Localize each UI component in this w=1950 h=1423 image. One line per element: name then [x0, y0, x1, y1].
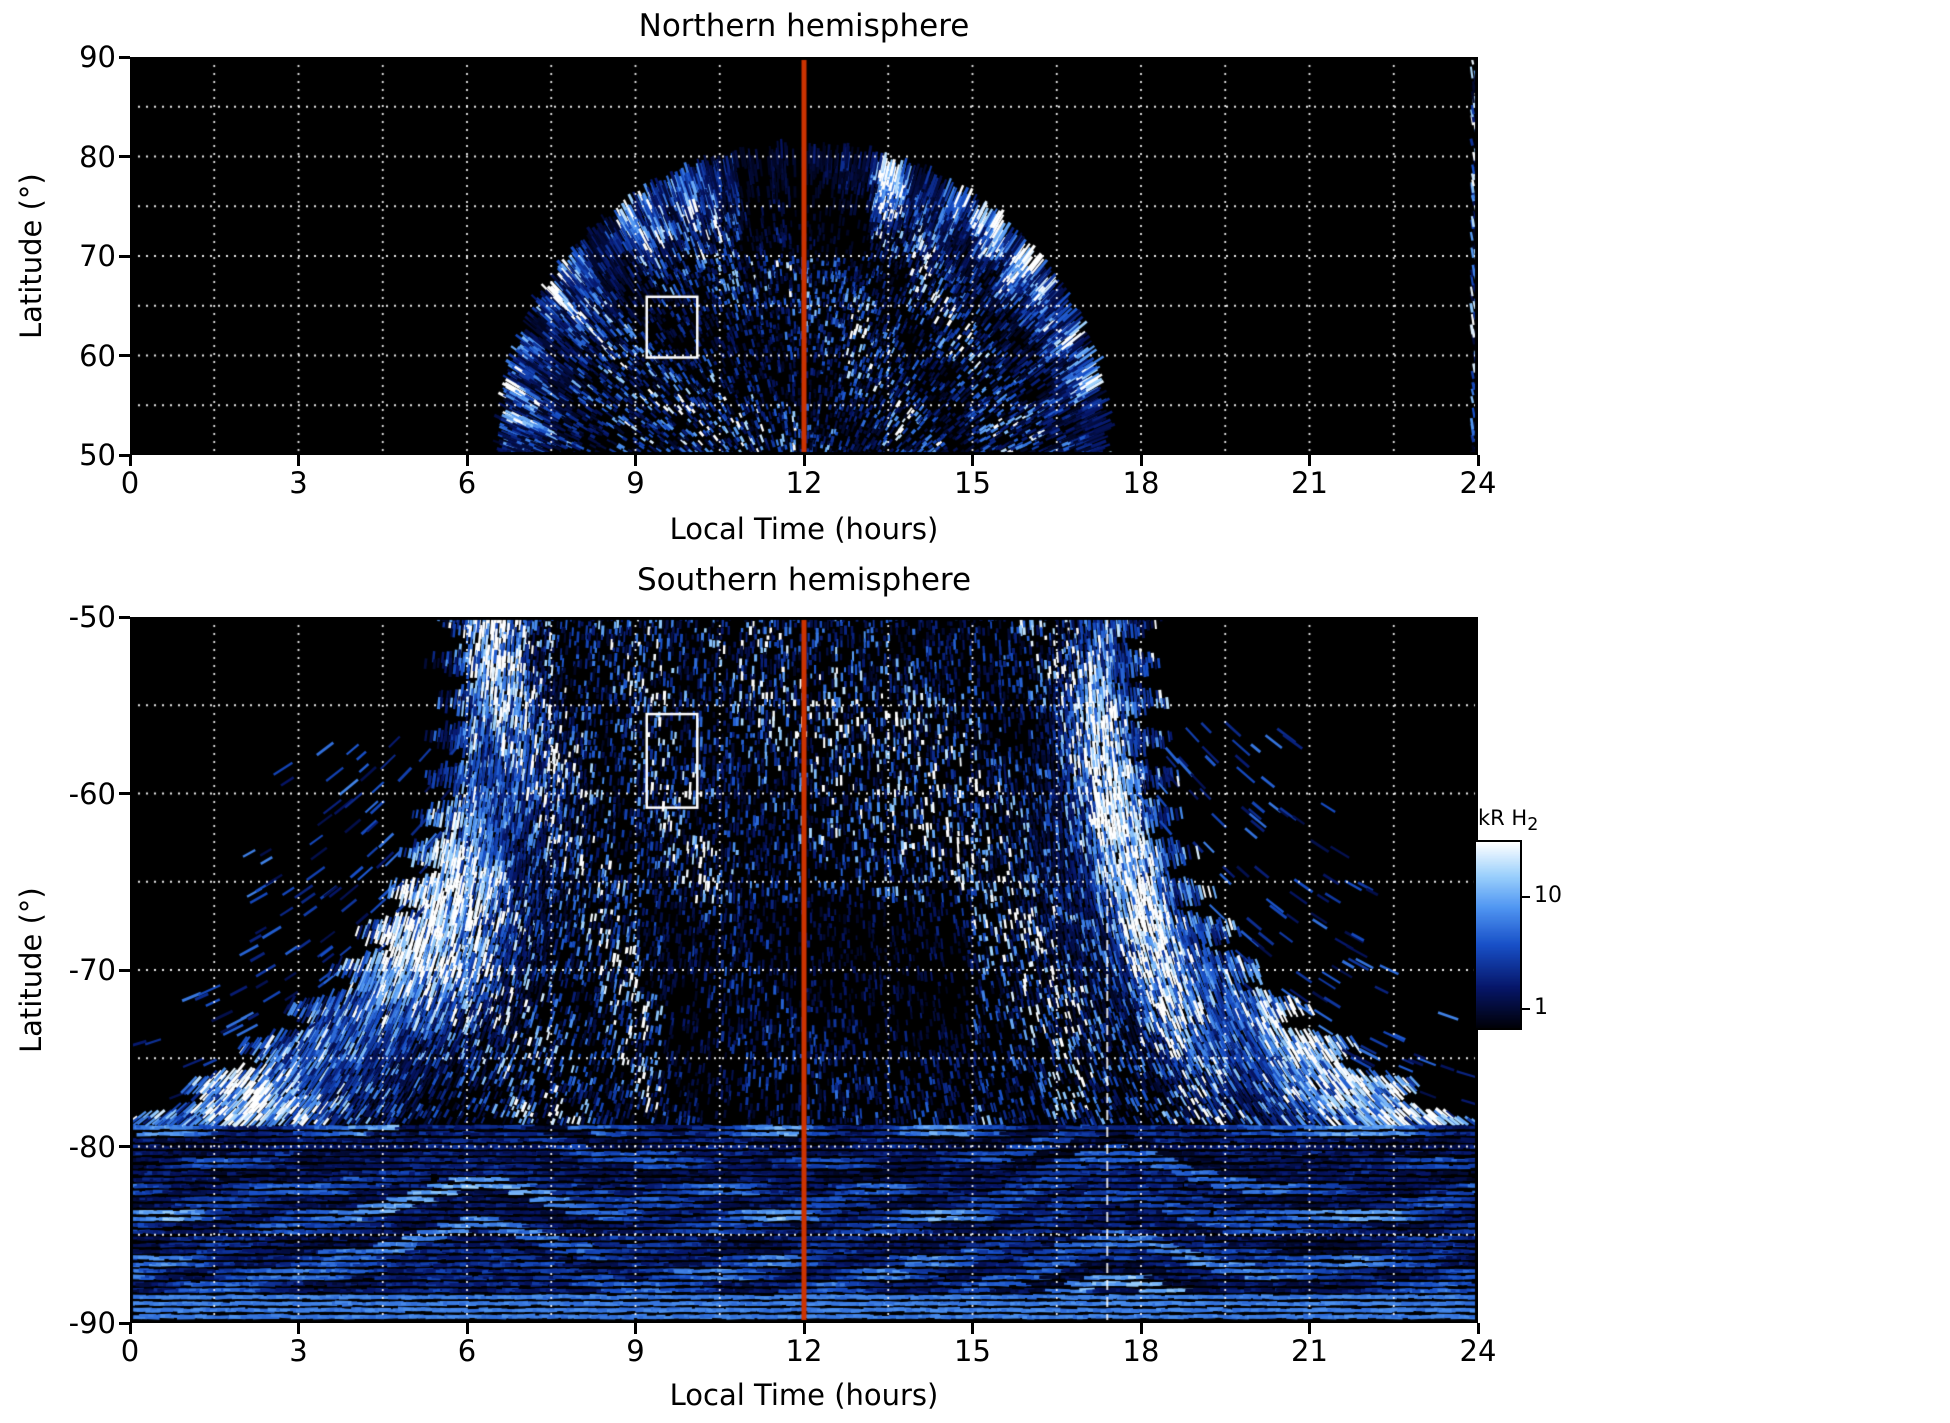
north-y-tick-label: 60 [79, 338, 116, 373]
south-x-tick [802, 1323, 806, 1334]
north-y-tick-label: 80 [79, 139, 116, 174]
colorbar-gradient [1476, 842, 1520, 1028]
north-x-tick-label: 15 [954, 466, 991, 500]
south-y-tick-label: -50 [68, 600, 116, 634]
south-x-tick-label: 18 [1122, 1334, 1160, 1368]
north-x-tick-label: 18 [1122, 466, 1160, 500]
south-y-tick [119, 615, 130, 619]
north-y-tick-label: 70 [79, 239, 116, 273]
north-x-tick [971, 455, 974, 466]
south-x-tick [297, 1323, 300, 1334]
colorbar-tick [1522, 1008, 1530, 1011]
north-y-tick [119, 55, 130, 59]
north-x-tick-label: 9 [626, 466, 645, 500]
south-y-tick-label: -80 [68, 1129, 116, 1164]
south-y-tick-label: -60 [68, 776, 116, 811]
north-x-tick-label: 3 [289, 466, 308, 500]
south-x-tick [465, 1323, 469, 1334]
north-x-tick [802, 455, 806, 466]
north-x-tick-label: 21 [1291, 466, 1328, 500]
north-x-tick [465, 455, 469, 466]
south-x-tick [128, 1323, 132, 1334]
north-heatmap-panel [130, 57, 1478, 455]
north-y-tick [119, 354, 130, 357]
north-x-tick [1308, 455, 1311, 466]
south-y-tick-label: -70 [68, 953, 116, 987]
north-x-tick [634, 455, 637, 466]
north-panel-title: Northern hemisphere [638, 8, 970, 44]
colorbar-title-main: kR H [1478, 806, 1528, 830]
south-x-tick-label: 9 [626, 1334, 645, 1368]
south-heatmap-canvas [130, 617, 1478, 1323]
north-heatmap-canvas [130, 57, 1478, 455]
south-x-tick-label: 21 [1291, 1334, 1328, 1368]
south-x-tick [1308, 1323, 1311, 1334]
north-x-axis-title: Local Time (hours) [669, 512, 939, 546]
north-x-tick [297, 455, 300, 466]
colorbar-tick [1522, 896, 1530, 898]
south-x-tick [1139, 1323, 1143, 1334]
colorbar-tick-label: 10 [1534, 883, 1562, 908]
south-x-tick-label: 6 [457, 1334, 477, 1368]
north-y-tick [119, 254, 130, 258]
south-x-tick-label: 12 [785, 1334, 823, 1368]
south-panel-title: Southern hemisphere [636, 562, 972, 598]
south-x-tick [1476, 1323, 1480, 1334]
south-x-tick-label: 15 [954, 1334, 991, 1368]
south-y-tick [119, 968, 130, 972]
colorbar [1474, 840, 1522, 1030]
north-x-tick-label: 24 [1459, 466, 1497, 500]
north-y-tick-label: 50 [79, 438, 116, 472]
north-x-tick-label: 12 [785, 466, 823, 500]
south-x-tick [971, 1323, 974, 1334]
south-y-tick [119, 792, 130, 795]
south-heatmap-panel [130, 617, 1478, 1323]
north-y-tick [119, 155, 130, 158]
north-x-tick [1139, 455, 1143, 466]
south-x-tick-label: 24 [1459, 1334, 1497, 1368]
colorbar-title: kR H2 [1478, 806, 1538, 835]
north-y-tick-label: 90 [79, 40, 116, 74]
north-y-tick [119, 453, 130, 457]
north-x-tick-label: 0 [120, 466, 140, 500]
south-x-axis-title: Local Time (hours) [669, 1378, 939, 1412]
south-x-tick-label: 3 [289, 1334, 308, 1368]
colorbar-title-sub: 2 [1527, 815, 1539, 836]
north-x-tick [1476, 455, 1480, 466]
colorbar-tick-label: 1 [1534, 995, 1548, 1021]
north-x-tick [128, 455, 132, 466]
south-y-tick [119, 1321, 130, 1325]
south-y-tick [119, 1145, 130, 1148]
south-x-tick [634, 1323, 637, 1334]
south-x-tick-label: 0 [120, 1334, 140, 1368]
south-y-tick-label: -90 [68, 1306, 116, 1340]
north-x-tick-label: 6 [457, 466, 477, 500]
